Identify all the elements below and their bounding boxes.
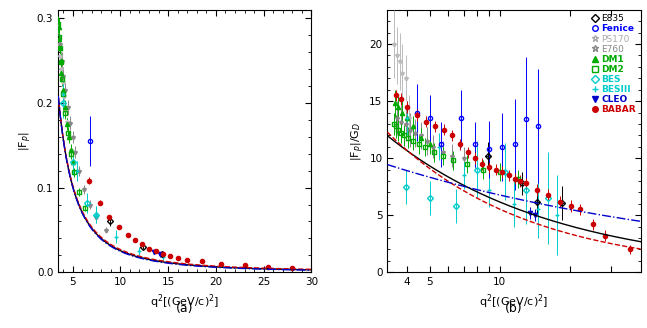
Legend: E835, Fenice, PS170, E760, DM1, DM2, BES, BESIII, CLEO, BABAR: E835, Fenice, PS170, E760, DM1, DM2, BES… bbox=[589, 12, 638, 116]
Text: (a): (a) bbox=[176, 302, 193, 315]
Y-axis label: |F$_{p}$|: |F$_{p}$| bbox=[17, 131, 34, 151]
Y-axis label: |F$_{p}$|/G$_{D}$: |F$_{p}$|/G$_{D}$ bbox=[350, 121, 366, 161]
Text: (b): (b) bbox=[505, 302, 523, 315]
X-axis label: q$^{2}$[(GeV/c)$^{2}$]: q$^{2}$[(GeV/c)$^{2}$] bbox=[150, 293, 219, 311]
X-axis label: q$^{2}$[(GeV/c)$^{2}$]: q$^{2}$[(GeV/c)$^{2}$] bbox=[479, 293, 549, 311]
